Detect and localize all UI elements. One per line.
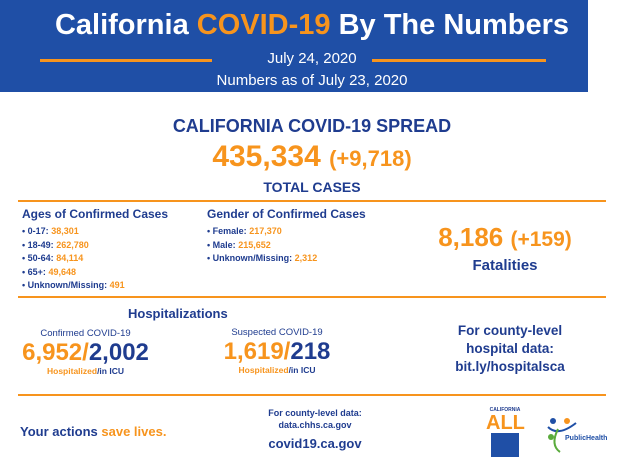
site-link[interactable]: covid19.ca.gov [268, 436, 362, 451]
slogan: Your actions save lives. [20, 424, 167, 439]
total-cases: 435,334 (+9,718) [212, 140, 412, 173]
page-title: California COVID-19 By The Numbers [54, 9, 570, 41]
svg-text:PublicHealth: PublicHealth [565, 435, 607, 442]
list-item: • 18-49: 262,780 [22, 239, 89, 250]
gender-heading: Gender of Confirmed Cases [207, 207, 366, 221]
list-item: • 65+: 49,648 [22, 266, 76, 277]
county-data-link[interactable]: data.chhs.ca.gov [278, 420, 352, 430]
list-item: • 0-17: 38,301 [22, 226, 79, 236]
fatalities-count: 8,186 (+159) [438, 222, 572, 252]
list-item: • Unknown/Missing: 2,312 [207, 253, 318, 263]
fatalities-label: Fatalities [472, 257, 538, 274]
hospitalizations-heading: Hospitalizations [128, 306, 228, 321]
california-all-logo: CALIFORNIA ALL [486, 407, 525, 457]
divider [18, 296, 606, 298]
list-item: • Male: 215,652 [207, 239, 271, 250]
divider [18, 200, 606, 202]
ages-heading: Ages of Confirmed Cases [22, 207, 169, 221]
ages-section: Ages of Confirmed Cases • 0-17: 38,301 • … [22, 207, 168, 293]
suspected-values: 1,619/218 [223, 338, 331, 365]
confirmed-hosp: Confirmed COVID-19 6,952/2,002 Hospitali… [18, 328, 153, 377]
gender-section: Gender of Confirmed Cases • Female: 217,… [207, 207, 366, 266]
list-item: • Female: 217,370 [207, 226, 282, 236]
as-of-date: Numbers as of July 23, 2020 [216, 72, 408, 89]
confirmed-values: 6,952/2,002 [22, 339, 149, 366]
confirmed-label: Confirmed COVID-19 [40, 328, 131, 339]
report-date: July 24, 2020 [267, 50, 357, 67]
public-health-logo: PublicHealth [547, 418, 607, 453]
divider [372, 59, 546, 62]
list-item: • Unknown/Missing: 491 [22, 280, 125, 290]
county-data: For county-level data: data.chhs.ca.gov [245, 407, 385, 431]
suspected-hosp: Suspected COVID-19 1,619/218 Hospitalize… [218, 327, 336, 376]
header-banner: California COVID-19 By The Numbers July … [0, 0, 588, 92]
divider [40, 59, 212, 62]
list-item: • 50-64: 84,114 [22, 253, 84, 263]
total-cases-label: TOTAL CASES [263, 179, 361, 195]
divider [18, 394, 606, 396]
hospital-data-link[interactable]: bit.ly/hospitalsca [455, 359, 565, 374]
county-hospital-info: For county-level hospital data: bit.ly/ho… [420, 322, 600, 376]
spread-heading: CALIFORNIA COVID-19 SPREAD [172, 116, 452, 136]
suspected-label: Suspected COVID-19 [231, 327, 323, 338]
